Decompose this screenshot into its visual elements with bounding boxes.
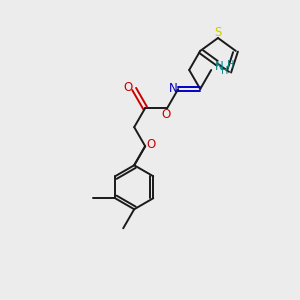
Text: O: O (124, 80, 133, 94)
Text: S: S (214, 26, 222, 38)
Text: N: N (169, 82, 178, 94)
Text: O: O (162, 108, 171, 121)
Text: O: O (147, 138, 156, 151)
Text: N: N (215, 61, 224, 74)
Text: H: H (226, 60, 234, 70)
Text: H: H (220, 66, 228, 76)
